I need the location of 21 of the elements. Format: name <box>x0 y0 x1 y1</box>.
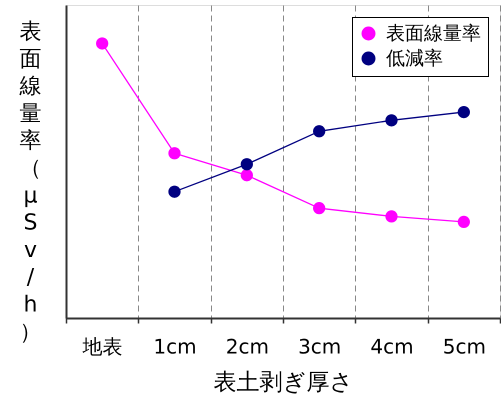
x-tick-label: 地表 <box>82 334 123 358</box>
legend-label: 低減率 <box>386 48 443 70</box>
point <box>458 216 470 228</box>
x-axis-title: 表土剥ぎ厚さ <box>214 370 354 396</box>
point <box>96 37 108 50</box>
x-tick-label: 2cm <box>226 334 269 358</box>
point <box>385 114 398 126</box>
point <box>168 147 181 160</box>
point <box>458 106 470 118</box>
point <box>240 169 253 182</box>
x-tick-label: 1cm <box>153 334 197 358</box>
point <box>385 210 398 223</box>
point <box>313 125 326 138</box>
x-tick-label: 3cm <box>298 334 342 358</box>
x-tick-label: 4cm <box>370 334 414 358</box>
point <box>313 202 326 214</box>
point <box>168 186 181 198</box>
legend-label: 表面線量率 <box>386 22 481 44</box>
point <box>240 158 253 170</box>
text: 表面線量率（μSv/h） <box>20 20 42 345</box>
x-tick-label: 5cm <box>442 334 486 358</box>
